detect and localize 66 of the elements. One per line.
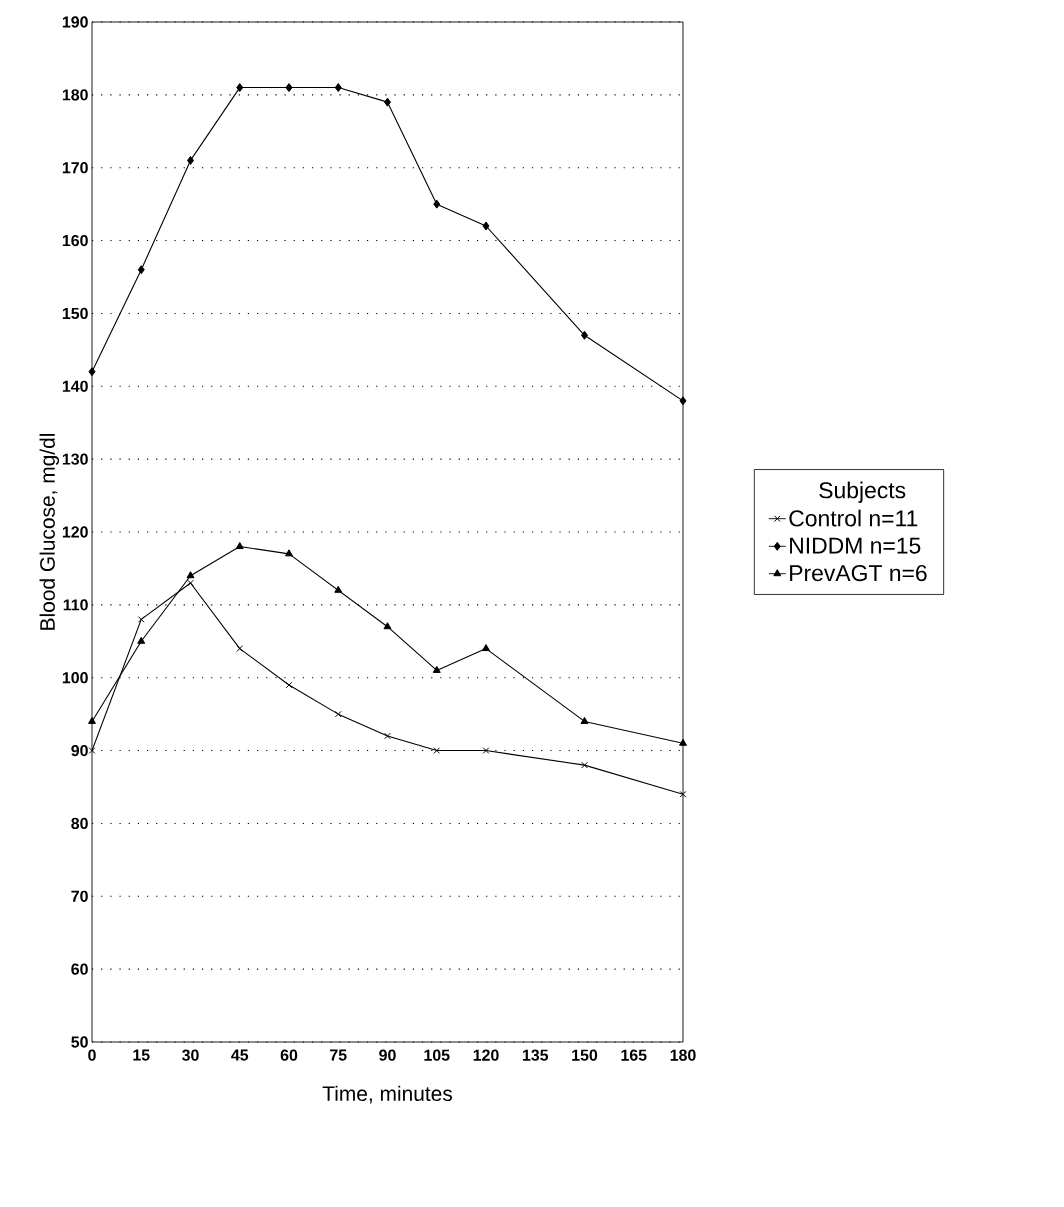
point: [433, 747, 441, 754]
point: [384, 732, 391, 740]
point: [137, 265, 145, 275]
x-tick-label: 90: [379, 1049, 396, 1061]
point: [88, 716, 96, 724]
point: [88, 747, 96, 754]
point: [187, 155, 194, 165]
legend-label: PrevAGT n=6: [790, 564, 927, 582]
x-tick-label: 105: [424, 1049, 450, 1061]
point: [186, 571, 195, 579]
point: [580, 716, 589, 724]
y-tick-label: 170: [62, 162, 88, 174]
point: [137, 636, 146, 644]
point: [384, 97, 391, 107]
point: [679, 790, 687, 798]
x-tick-label: 165: [621, 1049, 647, 1061]
y-tick-label: 60: [71, 963, 88, 975]
y-tick-label: 100: [62, 672, 88, 684]
point: [432, 665, 441, 673]
point: [433, 199, 441, 209]
x-tick-label: 150: [572, 1049, 598, 1061]
point: [581, 761, 588, 769]
y-tick-label: 110: [63, 599, 88, 611]
y-tick-label: 70: [71, 890, 88, 902]
y-tick-label: 50: [71, 1036, 88, 1048]
legend-label: Control n=11: [789, 509, 918, 527]
y-tick-label: 150: [62, 307, 88, 320]
point: [482, 644, 490, 652]
x-tick-label: 120: [473, 1049, 499, 1061]
point: [334, 83, 342, 93]
point: [334, 585, 343, 593]
x-tick-label: 30: [182, 1049, 199, 1061]
point: [334, 710, 342, 718]
y-tick-label: 160: [62, 234, 88, 247]
point: [482, 747, 490, 754]
point: [236, 83, 244, 93]
point: [88, 367, 96, 377]
y-tick-label: 180: [62, 89, 88, 101]
point: [285, 83, 293, 93]
x-tick-label: 75: [330, 1049, 347, 1061]
y-tick-label: 140: [62, 380, 88, 392]
point: [285, 549, 293, 557]
y-tick-label: 90: [71, 744, 88, 757]
x-tick-label: 0: [88, 1049, 96, 1061]
y-tick-label: 120: [62, 526, 88, 538]
legend-label: NIDDM n=15: [790, 537, 921, 554]
point: [236, 645, 244, 652]
point: [581, 330, 589, 340]
point: [482, 221, 490, 231]
x-tick-label: 135: [522, 1049, 549, 1061]
y-tick-label: 190: [62, 16, 88, 28]
point: [383, 622, 392, 630]
x-tick-label: 45: [231, 1049, 249, 1061]
x-tick-label: 180: [670, 1049, 696, 1061]
legend-title: Subjects: [819, 481, 906, 503]
point: [187, 579, 194, 587]
x-tick-label: 15: [133, 1049, 150, 1061]
point: [679, 396, 687, 406]
y-axis-title: Blood Glucose, mg/dl: [39, 434, 60, 630]
x-axis-title: Time, minutes: [322, 1085, 453, 1104]
point: [235, 542, 244, 550]
point: [679, 738, 687, 746]
x-tick-label: 60: [280, 1049, 298, 1061]
y-tick-label: 80: [71, 817, 88, 830]
y-tick-label: 130: [62, 453, 88, 465]
point: [137, 616, 145, 623]
